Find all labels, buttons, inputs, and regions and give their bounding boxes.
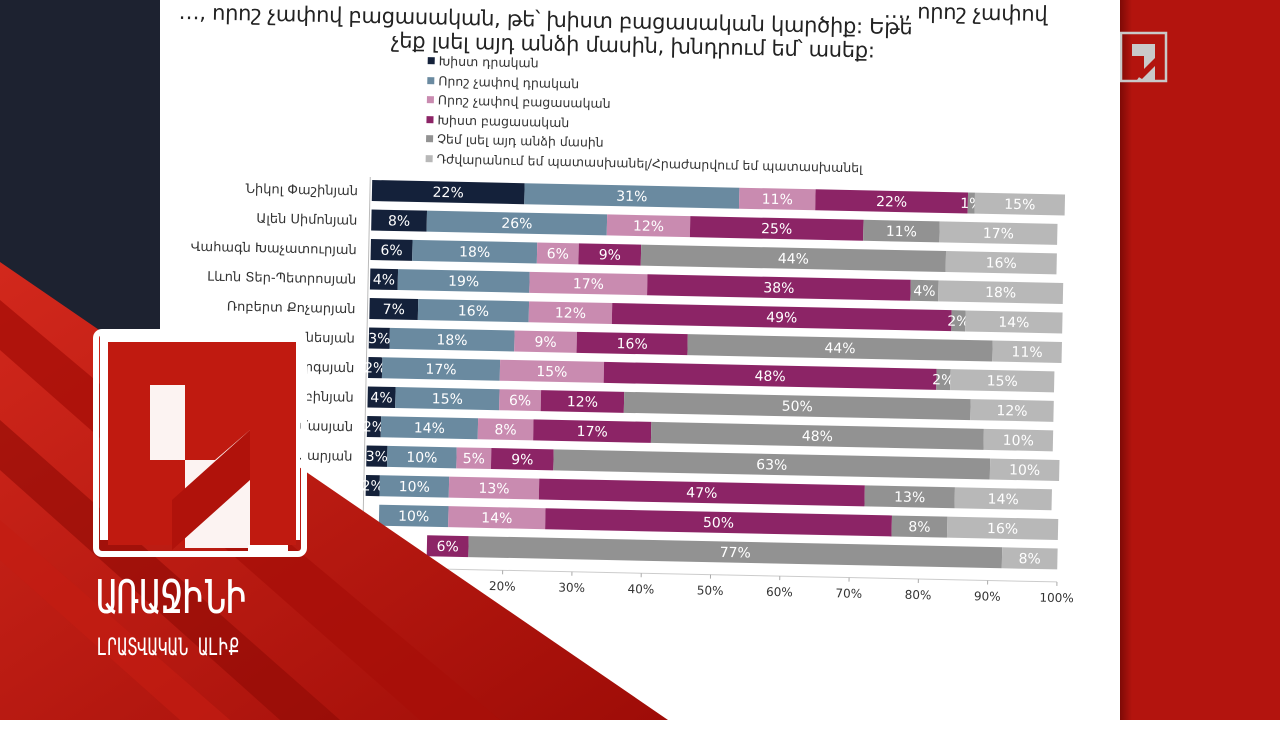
channel-logo-icon (96, 332, 304, 554)
channel-name: ԱՌԱՋԻՆԻ (96, 570, 247, 624)
channel-tagline: ԼՐԱՏՎԱԿԱՆ ԱԼԻՔ (97, 633, 239, 661)
